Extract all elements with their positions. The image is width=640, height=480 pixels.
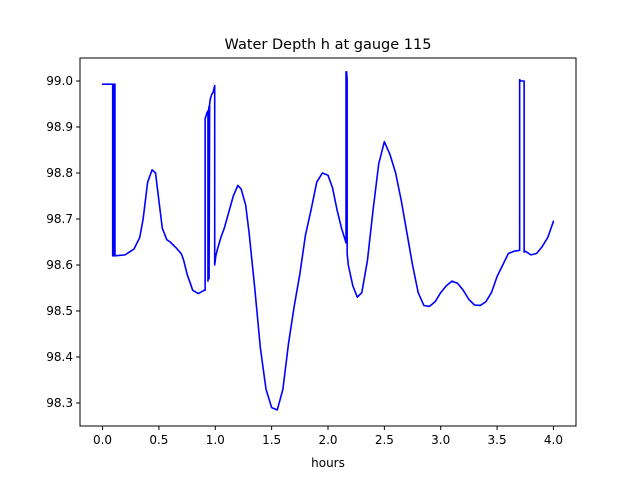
- y-tick-label: 98.9: [46, 120, 73, 134]
- x-tick-label: 3.5: [488, 433, 507, 447]
- x-axis-label: hours: [311, 456, 345, 470]
- y-tick-label: 99.0: [46, 74, 73, 88]
- x-tick-label: 0.0: [93, 433, 112, 447]
- y-tick-label: 98.5: [46, 304, 73, 318]
- x-axis: 0.0 0.5 1.0 1.5 2.0 2.5 3.0 3.5 4.0: [93, 426, 563, 447]
- y-tick-label: 98.8: [46, 166, 73, 180]
- chart-title: Water Depth h at gauge 115: [225, 37, 432, 53]
- x-tick-label: 4.0: [544, 433, 563, 447]
- series-line-0: [101, 71, 555, 411]
- y-tick-label: 98.6: [46, 258, 73, 272]
- x-tick-label: 1.0: [206, 433, 225, 447]
- x-tick-label: 2.0: [318, 433, 337, 447]
- x-tick-label: 0.5: [149, 433, 168, 447]
- x-tick-label: 3.0: [431, 433, 450, 447]
- y-tick-label: 98.3: [46, 396, 73, 410]
- x-tick-label: 2.5: [375, 433, 394, 447]
- y-axis: 98.3 98.4 98.5 98.6 98.7 98.8 98.9 99.0: [46, 74, 80, 410]
- plot-content: [101, 71, 555, 411]
- y-tick-label: 98.7: [46, 212, 73, 226]
- y-tick-label: 98.4: [46, 350, 73, 364]
- x-tick-label: 1.5: [262, 433, 281, 447]
